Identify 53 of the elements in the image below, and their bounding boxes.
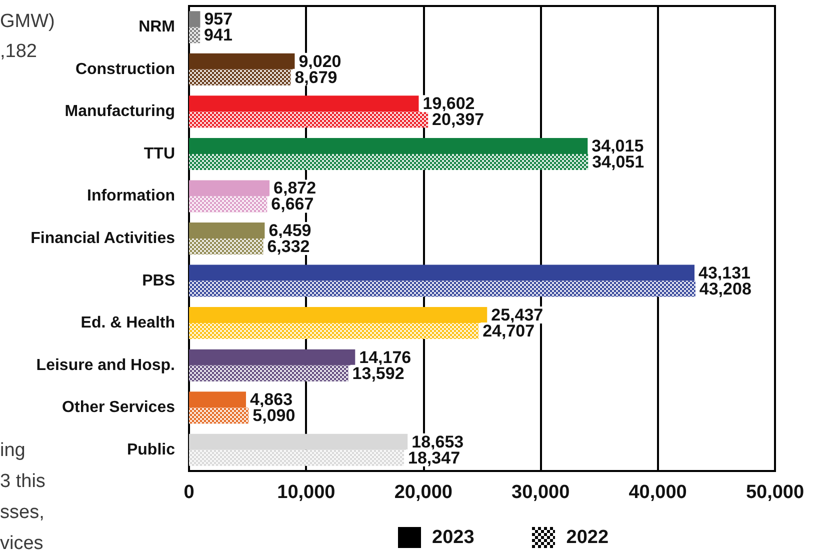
data-label: 6,459 [268,221,312,240]
x-tick-label: 10,000 [277,482,336,503]
bar [189,434,408,450]
y-tick-label: PBS [142,272,176,290]
data-label: 20,397 [432,110,484,130]
text: 3 this [0,471,46,492]
data-label: 9,020 [298,52,342,71]
x-tick-label: 20,000 [394,482,452,503]
bar [189,307,488,324]
bar [189,180,270,196]
text: ,182 [0,41,37,62]
y-tick-label: NRM [138,18,175,36]
data-label: 25,437 [491,306,544,325]
data-label: 13,592 [352,364,404,383]
data-label: 43,208 [699,279,752,298]
text: vices [0,533,44,554]
data-label: 34,051 [592,152,644,172]
y-tick-label: Manufacturing [64,103,175,120]
bar [189,11,200,28]
bar [189,392,246,408]
data-label: 6,332 [267,237,310,256]
bar [189,96,419,112]
bar [189,222,265,238]
y-tick-label: Construction [75,60,175,78]
text: 2023 [432,527,474,548]
x-tick-label: 50,000 [746,482,804,503]
data-label: 19,602 [422,94,475,114]
data-label: 24,707 [482,322,535,341]
text: sses, [0,502,44,523]
x-tick-label: 30,000 [512,482,570,503]
data-label: 8,679 [294,68,338,87]
data-label: 6,872 [274,178,316,198]
bar [189,53,295,70]
text: GMW) [0,11,55,32]
y-tick-label: Public [126,441,176,458]
data-label: 6,667 [271,194,314,214]
text: 2022 [566,527,609,548]
x-tick-label: 0 [184,482,194,503]
bar [189,264,694,281]
y-tick-label: Financial Activities [30,230,176,247]
y-tick-label: Information [87,188,175,205]
bar [189,349,356,366]
bar [189,138,588,154]
y-tick-label: Ed. & Health [80,314,175,332]
data-label: 18,653 [412,432,464,452]
data-label: 4,863 [250,390,293,410]
y-tick-label: TTU [144,145,175,162]
y-tick-label: Other Services [62,399,176,416]
data-label: 18,347 [408,448,460,468]
y-tick-label: Leisure and Hosp. [36,356,175,374]
data-label: 5,090 [252,406,296,426]
x-tick-label: 40,000 [628,482,687,503]
text: ing [0,440,26,461]
